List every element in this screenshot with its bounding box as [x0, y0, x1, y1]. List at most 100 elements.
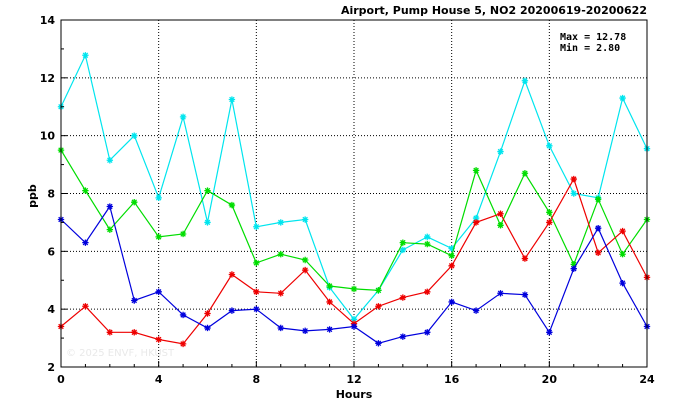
data-point: [253, 305, 260, 313]
data-point: [619, 251, 626, 258]
data-point: [155, 194, 162, 202]
data-point: [399, 294, 407, 301]
data-point: [594, 225, 602, 232]
x-tick-label: 4: [155, 373, 163, 386]
data-point: [204, 219, 211, 226]
data-point: [204, 310, 211, 317]
data-point: [277, 251, 284, 258]
x-axis-label: Hours: [336, 388, 373, 401]
x-tick-label: 20: [542, 373, 558, 386]
data-point: [375, 287, 382, 294]
data-point: [228, 307, 236, 314]
data-point: [521, 291, 529, 298]
data-point: [594, 196, 602, 203]
y-tick-label: 2: [47, 361, 55, 374]
data-point: [277, 219, 284, 226]
data-point: [448, 245, 455, 252]
data-point: [546, 329, 553, 336]
data-point: [204, 187, 211, 194]
data-point: [301, 256, 309, 264]
data-point: [131, 297, 138, 304]
data-point: [546, 209, 553, 216]
data-point: [228, 96, 236, 103]
data-point: [497, 148, 504, 155]
series-group: [57, 52, 651, 348]
data-point: [228, 201, 236, 209]
data-point: [375, 340, 382, 347]
data-point: [106, 226, 114, 233]
data-point: [131, 198, 138, 206]
data-point: [179, 230, 187, 238]
max-label: Max = 12.78: [560, 32, 626, 43]
data-point: [521, 255, 529, 262]
data-point: [301, 266, 309, 274]
data-point: [350, 285, 358, 293]
data-point: [301, 327, 309, 335]
y-tick-label: 10: [40, 130, 56, 143]
data-point: [277, 290, 284, 297]
data-point: [82, 303, 89, 310]
data-point: [570, 175, 577, 183]
data-point: [448, 252, 455, 259]
data-point: [350, 316, 358, 323]
data-point: [155, 288, 162, 296]
data-point: [277, 324, 284, 332]
data-point: [131, 329, 138, 336]
data-point: [82, 52, 89, 59]
grid: [61, 20, 647, 367]
data-point: [106, 157, 114, 164]
y-tick-label: 8: [47, 188, 55, 201]
data-point: [521, 77, 529, 84]
min-label: Min = 2.80: [560, 42, 620, 54]
data-point: [326, 326, 333, 333]
data-point: [179, 311, 187, 319]
data-point: [155, 233, 162, 241]
data-point: [155, 336, 162, 343]
x-tick-label: 0: [57, 373, 65, 386]
data-point: [570, 265, 577, 272]
data-point: [424, 288, 431, 296]
data-point: [424, 240, 431, 248]
data-point: [106, 329, 114, 336]
data-point: [375, 303, 382, 310]
data-point: [106, 203, 114, 210]
data-point: [350, 323, 358, 330]
data-point: [301, 216, 309, 223]
data-point: [326, 298, 333, 306]
data-point: [570, 261, 577, 268]
data-point: [253, 288, 260, 296]
chart-title: Airport, Pump House 5, NO2 20200619-2020…: [341, 4, 647, 17]
data-point: [424, 233, 431, 241]
data-point: [82, 239, 89, 246]
data-point: [472, 167, 480, 174]
data-point: [619, 227, 626, 235]
data-point: [179, 340, 187, 348]
data-point: [619, 279, 626, 287]
x-tick-label: 12: [346, 373, 361, 386]
data-point: [228, 271, 236, 278]
data-point: [399, 239, 407, 246]
data-point: [448, 298, 455, 306]
data-point: [521, 170, 529, 177]
data-point: [131, 132, 138, 139]
data-point: [619, 94, 626, 102]
data-point: [448, 262, 455, 269]
y-axis-label: ppb: [26, 184, 39, 208]
x-tick-label: 16: [444, 373, 460, 386]
data-point: [253, 259, 260, 267]
watermark-group: © 2025 ENVF, HKUST: [66, 348, 175, 359]
data-point: [326, 282, 333, 290]
data-point: [546, 142, 553, 149]
data-point: [497, 222, 504, 229]
data-point: [497, 210, 504, 217]
data-point: [472, 219, 480, 226]
data-point: [424, 329, 431, 336]
y-tick-label: 4: [47, 303, 55, 316]
data-point: [497, 290, 504, 297]
data-point: [472, 214, 480, 222]
data-point: [204, 324, 211, 332]
data-point: [399, 333, 407, 340]
data-point: [472, 307, 480, 314]
y-tick-label: 14: [40, 14, 56, 27]
